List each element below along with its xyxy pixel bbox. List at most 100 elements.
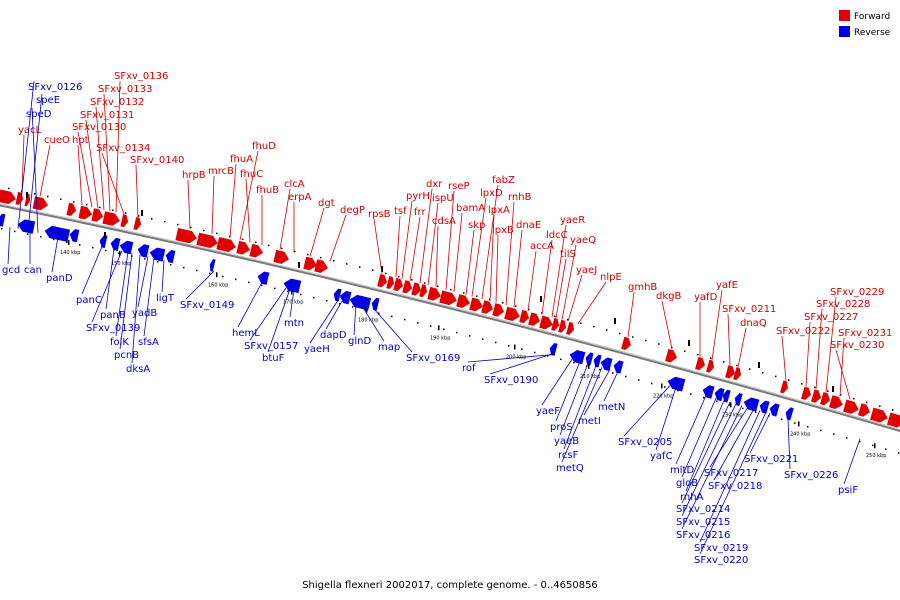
reverse-gene-arrow[interactable] xyxy=(784,407,794,421)
gene-label-pand[interactable]: panD xyxy=(46,273,73,284)
gene-label-bama[interactable]: bamA xyxy=(456,203,485,214)
gene-label-sfxv_0133[interactable]: SFxv_0133 xyxy=(98,84,152,95)
gene-label-sfxv_0190[interactable]: SFxv_0190 xyxy=(484,375,538,386)
gene-label-panb[interactable]: panB xyxy=(100,310,126,321)
gene-label-nlpe[interactable]: nlpE xyxy=(600,272,622,283)
forward-gene-arrow[interactable] xyxy=(870,407,889,424)
gene-label-sfxv_0227[interactable]: SFxv_0227 xyxy=(804,312,858,323)
forward-gene-arrow[interactable] xyxy=(481,300,495,315)
gene-label-sfxv_0222[interactable]: SFxv_0222 xyxy=(776,326,830,337)
forward-gene-arrow[interactable] xyxy=(402,280,414,295)
gene-label-sfxv_0230[interactable]: SFxv_0230 xyxy=(830,340,884,351)
reverse-gene-arrow[interactable] xyxy=(17,218,36,234)
gene-label-pros[interactable]: proS xyxy=(550,422,573,433)
reverse-gene-arrow[interactable] xyxy=(584,352,594,366)
forward-gene-arrow[interactable] xyxy=(621,336,632,351)
forward-gene-arrow[interactable] xyxy=(733,367,742,381)
gene-label-sfsa[interactable]: sfsA xyxy=(138,337,159,348)
gene-label-yaer[interactable]: yaeR xyxy=(560,215,585,226)
gene-label-rcsf[interactable]: rcsF xyxy=(558,450,579,461)
reverse-gene-arrow[interactable] xyxy=(349,294,372,311)
gene-label-psif[interactable]: psiF xyxy=(838,485,858,496)
reverse-gene-arrow[interactable] xyxy=(149,247,166,262)
gene-label-sfxv_0218[interactable]: SFxv_0218 xyxy=(708,481,762,492)
gene-label-lpxb[interactable]: lpxB xyxy=(492,225,514,236)
gene-label-lpxd[interactable]: lpxD xyxy=(480,188,503,199)
gene-label-yaeh[interactable]: yaeH xyxy=(304,344,330,355)
reverse-gene-arrow[interactable] xyxy=(701,384,715,399)
forward-gene-arrow[interactable] xyxy=(665,348,678,363)
forward-gene-arrow[interactable] xyxy=(78,205,93,220)
forward-gene-arrow[interactable] xyxy=(551,317,560,331)
forward-gene-arrow[interactable] xyxy=(377,274,389,288)
gene-label-btuf[interactable]: btuF xyxy=(262,353,285,364)
gene-label-sped[interactable]: speD xyxy=(26,109,52,120)
reverse-gene-arrow[interactable] xyxy=(339,290,352,305)
gene-label-folk[interactable]: folK xyxy=(110,337,129,348)
gene-label-skp[interactable]: skp xyxy=(468,220,485,231)
gene-label-dkgb[interactable]: dkgB xyxy=(656,291,681,302)
gene-label-gcd[interactable]: gcd xyxy=(2,265,20,276)
forward-gene-arrow[interactable] xyxy=(314,259,329,274)
gene-label-sfxv_0231[interactable]: SFxv_0231 xyxy=(838,328,892,339)
forward-gene-arrow[interactable] xyxy=(456,294,472,310)
forward-gene-arrow[interactable] xyxy=(829,395,844,411)
gene-label-hpt[interactable]: hpt xyxy=(72,135,89,146)
forward-gene-arrow[interactable] xyxy=(133,217,142,230)
forward-gene-arrow[interactable] xyxy=(858,403,871,418)
gene-label-lpxa[interactable]: lpxA xyxy=(488,205,510,216)
gene-label-yaef[interactable]: yaeF xyxy=(536,406,560,417)
reverse-gene-arrow[interactable] xyxy=(137,243,150,258)
gene-label-yafe[interactable]: yafE xyxy=(716,280,738,291)
gene-label-sfxv_0211[interactable]: SFxv_0211 xyxy=(722,304,776,315)
forward-gene-arrow[interactable] xyxy=(24,193,31,207)
forward-gene-arrow[interactable] xyxy=(820,392,831,406)
forward-gene-arrow[interactable] xyxy=(695,356,706,371)
gene-label-dksa[interactable]: dksA xyxy=(126,364,150,375)
gene-label-yafc[interactable]: yafC xyxy=(650,451,673,462)
forward-gene-arrow[interactable] xyxy=(539,315,554,331)
gene-label-fhua[interactable]: fhuA xyxy=(230,154,253,165)
gene-label-glob[interactable]: gloB xyxy=(676,478,698,489)
gene-label-sfxv_0157[interactable]: SFxv_0157 xyxy=(244,341,298,352)
gene-label-metq[interactable]: metQ xyxy=(556,463,584,474)
reverse-gene-arrow[interactable] xyxy=(713,387,725,402)
forward-gene-arrow[interactable] xyxy=(15,191,24,205)
forward-gene-arrow[interactable] xyxy=(386,276,396,289)
gene-label-yacl[interactable]: yacL xyxy=(18,125,42,136)
gene-label-sfxv_0205[interactable]: SFxv_0205 xyxy=(618,437,672,448)
reverse-gene-arrow[interactable] xyxy=(99,235,108,249)
gene-label-sfxv_0221[interactable]: SFxv_0221 xyxy=(744,454,798,465)
gene-label-meti[interactable]: metI xyxy=(578,416,601,427)
gene-label-ldcc[interactable]: ldcC xyxy=(546,230,568,241)
gene-label-yaeq[interactable]: yaeQ xyxy=(570,235,596,246)
forward-gene-arrow[interactable] xyxy=(32,196,49,212)
gene-label-sfxv_0215[interactable]: SFxv_0215 xyxy=(676,517,730,528)
reverse-gene-arrow[interactable] xyxy=(548,342,558,356)
forward-gene-arrow[interactable] xyxy=(843,399,860,415)
reverse-gene-arrow[interactable] xyxy=(209,259,216,272)
gene-label-sfxv_0219[interactable]: SFxv_0219 xyxy=(694,543,748,554)
gene-label-hrpb[interactable]: hrpB xyxy=(182,170,206,181)
gene-label-sfxv_0130[interactable]: SFxv_0130 xyxy=(72,122,126,133)
forward-gene-arrow[interactable] xyxy=(175,227,198,244)
gene-label-fhub[interactable]: fhuB xyxy=(256,185,279,196)
forward-gene-arrow[interactable] xyxy=(91,208,104,223)
forward-gene-arrow[interactable] xyxy=(0,189,17,205)
forward-gene-arrow[interactable] xyxy=(419,284,429,298)
gene-label-erpa[interactable]: erpA xyxy=(288,192,312,203)
gene-label-metn[interactable]: metN xyxy=(598,402,625,413)
forward-gene-arrow[interactable] xyxy=(566,321,575,335)
gene-label-spee[interactable]: speE xyxy=(36,95,60,106)
forward-gene-arrow[interactable] xyxy=(887,412,900,429)
gene-label-sfxv_0132[interactable]: SFxv_0132 xyxy=(90,97,144,108)
reverse-gene-arrow[interactable] xyxy=(592,354,602,368)
gene-label-rnhb[interactable]: rnhB xyxy=(508,192,532,203)
forward-gene-arrow[interactable] xyxy=(780,380,789,394)
gene-label-degp[interactable]: degP xyxy=(340,205,365,216)
forward-gene-arrow[interactable] xyxy=(427,286,443,302)
gene-label-pyrh[interactable]: pyrH xyxy=(406,191,430,202)
forward-gene-arrow[interactable] xyxy=(706,359,715,373)
forward-gene-arrow[interactable] xyxy=(411,282,423,297)
gene-label-rnha[interactable]: rnhA xyxy=(680,492,704,503)
